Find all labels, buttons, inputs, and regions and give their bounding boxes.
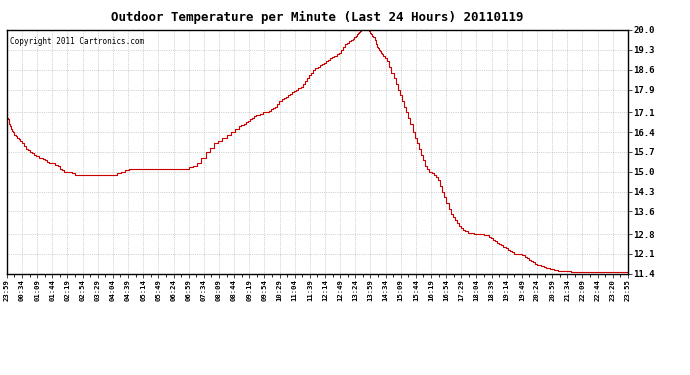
Text: Outdoor Temperature per Minute (Last 24 Hours) 20110119: Outdoor Temperature per Minute (Last 24 …	[111, 11, 524, 24]
Text: Copyright 2011 Cartronics.com: Copyright 2011 Cartronics.com	[10, 38, 144, 46]
